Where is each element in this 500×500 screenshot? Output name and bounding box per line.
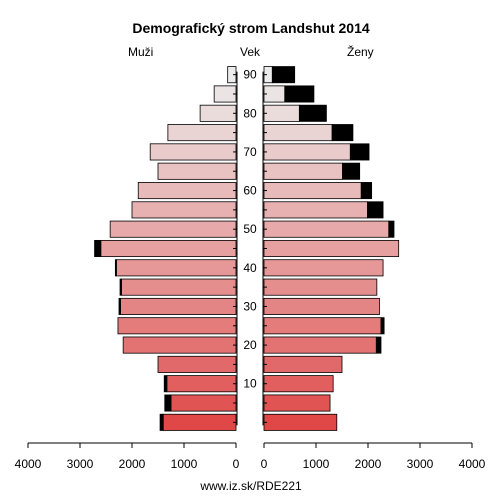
female-surplus-70-74 [349, 143, 370, 161]
female-surplus-85-89 [284, 85, 315, 103]
female-bar-0-4 [263, 413, 338, 431]
male-bar-60-64 [137, 182, 237, 200]
female-bar-60-64 [263, 182, 362, 200]
male-value-tick-label: 0 [233, 457, 240, 471]
female-bar-30-34 [263, 297, 380, 315]
female-bar-25-29 [263, 317, 382, 335]
age-tick-label-20: 20 [243, 338, 257, 352]
male-bar-65-69 [157, 162, 237, 180]
male-surplus-30-34 [118, 297, 121, 315]
male-value-tick-label: 1000 [171, 457, 198, 471]
female-bar-50-54 [263, 220, 390, 238]
age-tick-label-10: 10 [243, 377, 257, 391]
age-label: Vek [240, 45, 261, 59]
male-surplus-45-49 [94, 239, 102, 258]
male-bar-70-74 [149, 143, 237, 161]
female-bar-5-9 [263, 394, 331, 412]
female-bar-85-89 [263, 85, 286, 103]
female-bar-45-49 [263, 239, 400, 258]
female-value-tick-label: 4000 [459, 457, 486, 471]
female-surplus-65-69 [342, 162, 361, 180]
age-tick-label-30: 30 [243, 299, 257, 313]
male-bar-5-9 [170, 394, 237, 412]
male-bar-10-14 [166, 375, 237, 393]
female-surplus-50-54 [388, 220, 395, 238]
source-footer: www.iz.sk/RDE221 [199, 479, 302, 493]
male-value-tick-label: 4000 [15, 457, 42, 471]
age-tick-label-80: 80 [243, 106, 257, 120]
female-bar-55-59 [263, 201, 368, 219]
axes-group: 10 20 30 40 50 60 70 80 90 4000 3000 2000 1000 0 0 1000… [15, 68, 486, 471]
female-surplus-55-59 [367, 201, 384, 219]
male-bar-55-59 [131, 201, 237, 219]
female-surplus-60-64 [360, 182, 373, 200]
male-bar-0-4 [162, 413, 237, 431]
male-bar-45-49 [100, 239, 237, 258]
male-bar-50-54 [109, 220, 237, 238]
male-label: Muži [128, 45, 153, 59]
male-bar-40-44 [116, 259, 237, 277]
female-value-tick-label: 1000 [303, 457, 330, 471]
chart-title: Demografický strom Landshut 2014 [132, 20, 370, 36]
female-surplus-25-29 [380, 317, 385, 335]
female-bar-80-84 [263, 104, 300, 122]
male-surplus-0-4 [159, 413, 164, 431]
female-bar-70-74 [263, 143, 351, 161]
male-bar-35-39 [121, 278, 237, 296]
male-surplus-5-9 [164, 394, 172, 412]
female-surplus-80-84 [298, 104, 327, 122]
male-bar-30-34 [120, 297, 237, 315]
male-bar-15-19 [157, 355, 237, 373]
female-bar-65-69 [263, 162, 343, 180]
male-value-tick-label: 3000 [67, 457, 94, 471]
female-surplus-90+ [271, 66, 296, 84]
female-bar-40-44 [263, 259, 384, 277]
male-value-tick-label: 2000 [119, 457, 146, 471]
female-surplus-75-79 [331, 124, 354, 142]
age-tick-label-50: 50 [243, 222, 257, 236]
male-bar-85-89 [213, 85, 237, 103]
female-bar-20-24 [263, 336, 377, 354]
male-bar-25-29 [117, 317, 237, 335]
male-surplus-40-44 [114, 259, 117, 277]
male-surplus-10-14 [163, 375, 168, 393]
female-value-tick-label: 0 [261, 457, 268, 471]
female-bar-35-39 [263, 278, 378, 296]
age-tick-label-70: 70 [243, 145, 257, 159]
bars-group [94, 66, 400, 431]
male-bar-80-84 [199, 104, 237, 122]
age-tick-label-40: 40 [243, 261, 257, 275]
female-surplus-20-24 [375, 336, 382, 354]
age-tick-label-60: 60 [243, 184, 257, 198]
female-value-tick-label: 2000 [355, 457, 382, 471]
female-label: Ženy [347, 44, 374, 59]
age-tick-label-90: 90 [243, 68, 257, 82]
male-bar-75-79 [167, 124, 237, 142]
female-bar-15-19 [263, 355, 343, 373]
male-surplus-35-39 [119, 278, 123, 296]
female-bar-75-79 [263, 124, 333, 142]
male-bar-20-24 [122, 336, 237, 354]
female-bar-10-14 [263, 375, 334, 393]
female-value-tick-label: 3000 [407, 457, 434, 471]
